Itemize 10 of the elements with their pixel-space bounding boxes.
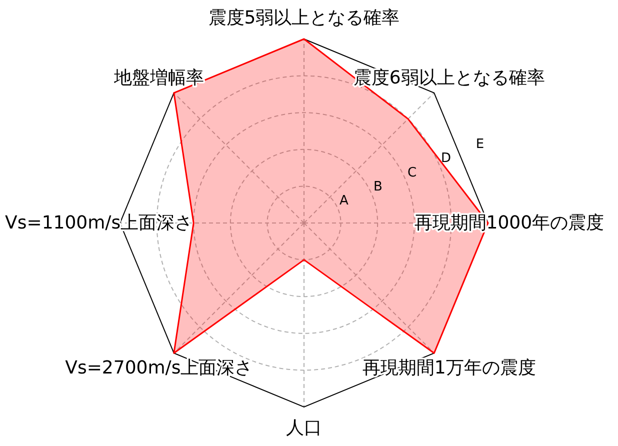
spoke-label: 人口 [286,418,322,439]
spoke-label: 再現期間1000年の震度 [414,212,604,234]
y-tick-label: B [374,179,382,194]
spoke-label: Vs=1100m/s上面深さ [5,212,193,234]
y-tick-label: D [440,151,452,166]
y-tick-label: A [340,193,349,208]
spoke-label: 震度5弱以上となる確率 [208,7,400,28]
y-tick-label: E [476,137,484,152]
y-tick-label: C [407,165,417,180]
spoke-label: 地盤増幅率 [112,67,204,88]
